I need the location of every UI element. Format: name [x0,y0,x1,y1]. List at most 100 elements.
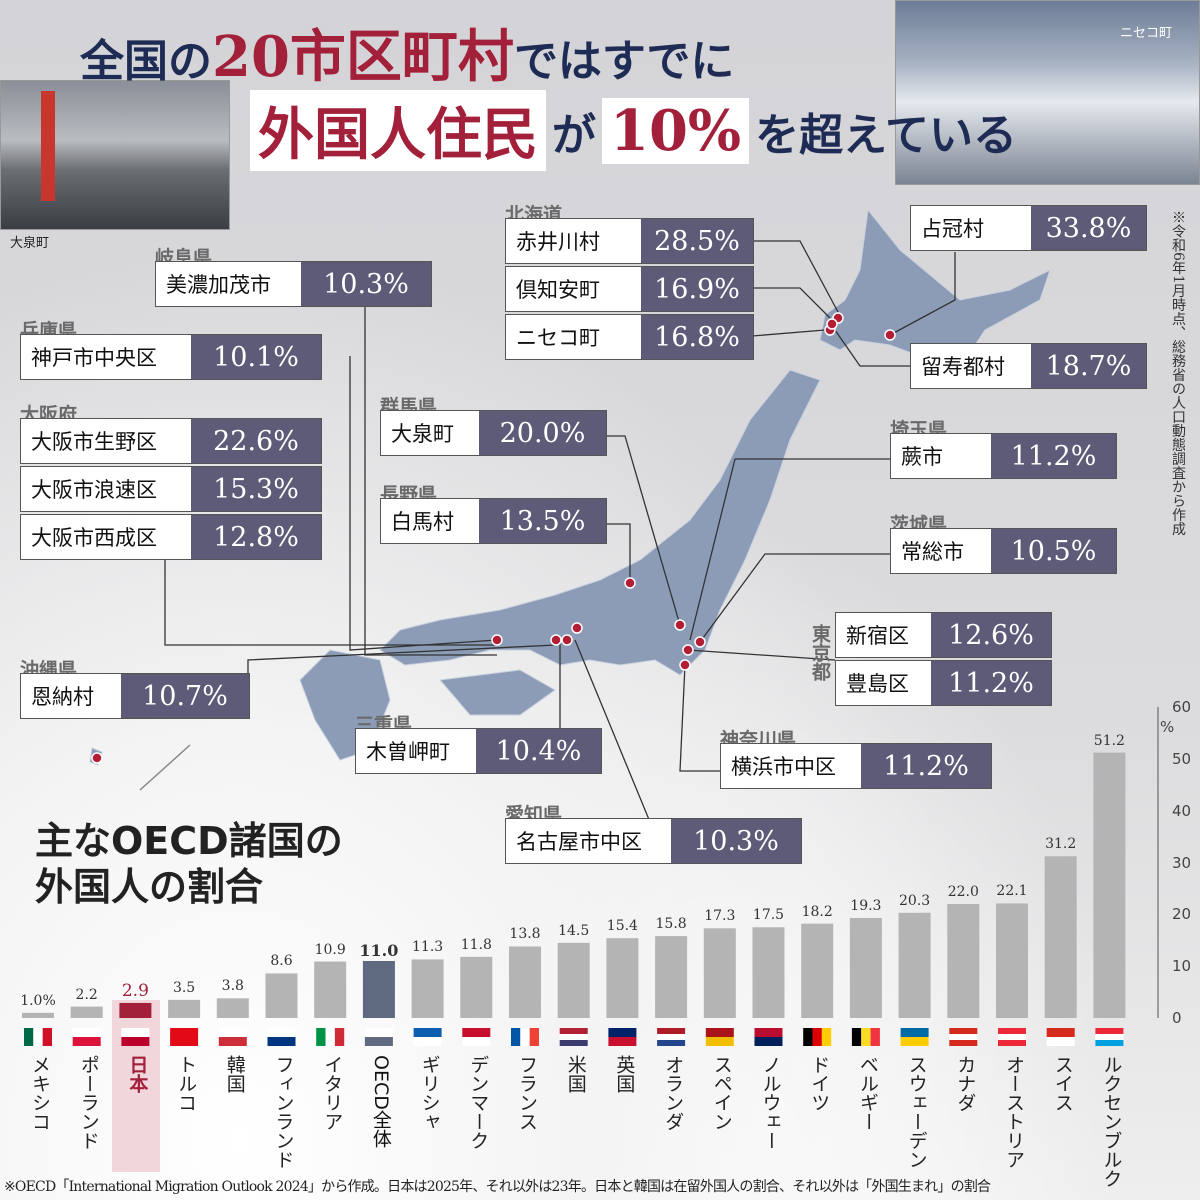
location-percent: 12.8% [191,515,321,559]
left-photo-caption: 大泉町 [10,236,50,251]
location-label: 占冠村 33.8% [910,205,1147,251]
location-label: ニセコ町 16.8% [505,314,754,360]
value-label: 11.3 [412,939,444,956]
value-label: 15.8 [655,916,687,933]
location-percent: 13.5% [479,499,606,543]
country-label: スウェーデン [905,1055,928,1169]
location-label: 赤井川村 28.5% [505,218,754,264]
location-label: 蕨市 11.2% [890,433,1117,479]
flag-icon [267,1028,296,1037]
country-label: 日本 [126,1055,149,1093]
flag-icon [608,1028,637,1037]
location-name: 大阪市生野区 [21,419,191,463]
location-label: 名古屋市中区 10.3% [505,818,802,864]
country-label: メキシコ [29,1055,51,1131]
bar-韓国 [216,998,249,1018]
flag-icon [949,1034,978,1040]
shikoku-shape [439,669,556,716]
value-label: 13.8 [509,926,541,943]
country-label: フィンランド [272,1055,295,1169]
country-label: ドイツ [808,1055,831,1112]
location-label: 白馬村 13.5% [380,498,607,544]
value-label: 14.5 [558,922,590,939]
flag-icon [413,1028,442,1037]
country-label: オーストリア [1003,1055,1025,1169]
location-label: 美濃加茂市 10.3% [155,261,432,307]
bar-ルクセンブルク [1093,752,1126,1018]
flag-icon [705,1028,734,1037]
flag-icon [462,1028,491,1037]
location-percent: 15.3% [191,467,321,511]
flag-icon [803,1028,813,1046]
country-label: ギリシャ [418,1055,441,1131]
location-name: 大阪市浪速区 [21,467,191,511]
value-label: 8.6 [270,953,293,970]
flag-icon [33,1028,43,1046]
flag-icon [1046,1028,1075,1037]
value-label: 51.2 [1093,732,1125,749]
flag-icon [754,1028,783,1037]
y-unit-label: % [1160,718,1175,736]
flag-icon [998,1034,1026,1040]
shop-sign [41,91,55,201]
value-label: 3.8 [221,978,244,995]
flag-icon [812,1028,822,1046]
bar-デンマーク [460,956,493,1018]
bar-OECD全体 [362,960,395,1018]
flag-icon [998,1040,1026,1046]
location-label: 常総市 10.5% [890,528,1117,574]
bar-ノルウェー [752,927,785,1018]
value-label: 10.9 [314,941,346,958]
location-label: 神戸市中央区 10.1% [20,334,322,380]
country-label: ノルウェー [759,1055,782,1150]
country-label: 韓国 [223,1055,246,1093]
flag-icon [42,1028,52,1046]
flag-icon [316,1028,326,1046]
flag-icon [998,1028,1026,1034]
value-label: 31.2 [1045,836,1077,853]
location-label: 大阪市生野区 22.6% [20,418,322,464]
flag-icon [121,1028,150,1037]
location-label: 大泉町 20.0% [380,410,607,456]
y-tick-label: 0 [1172,1009,1182,1027]
value-label: 11.0 [359,940,399,960]
location-label: 大阪市西成区 12.8% [20,514,322,560]
location-percent: 33.8% [1031,206,1146,250]
flag-icon [754,1037,783,1046]
flag-icon [861,1028,871,1046]
location-label: 豊島区 11.2% [835,660,1052,706]
location-name: 白馬村 [381,499,479,543]
location-name: 新宿区 [836,613,931,657]
location-name: 占冠村 [911,206,1031,250]
flag-icon [949,1040,978,1046]
flag-icon [900,1037,929,1046]
country-label: ポーランド [77,1055,100,1150]
bar-スペイン [703,928,736,1018]
bar-スウェーデン [898,912,931,1018]
location-name: 名古屋市中区 [506,819,671,863]
headline-line1: 全国の20市区町村ではすでに [80,24,735,90]
location-name: 常総市 [891,529,991,573]
flag-icon [520,1028,530,1046]
location-percent: 10.3% [671,819,801,863]
bar-カナダ [947,903,980,1018]
flag-icon [559,1040,588,1046]
bar-オランダ [655,936,688,1018]
bar-ギリシャ [411,959,444,1018]
location-percent: 20.0% [479,411,606,455]
flag-icon [1095,1034,1124,1040]
location-percent: 11.2% [931,661,1051,705]
flag-icon [529,1028,539,1046]
location-percent: 10.4% [476,729,601,773]
flag-icon [657,1034,686,1040]
location-label: 大阪市浪速区 15.3% [20,466,322,512]
location-percent: 10.3% [301,262,431,306]
location-percent: 22.6% [191,419,321,463]
flag-icon [72,1028,101,1037]
flag-icon [170,1028,199,1046]
flag-icon [511,1028,521,1046]
flag-icon [334,1028,345,1046]
country-label: デンマーク [467,1055,490,1150]
flag-icon [657,1040,686,1046]
country-label: スイス [1051,1055,1074,1112]
